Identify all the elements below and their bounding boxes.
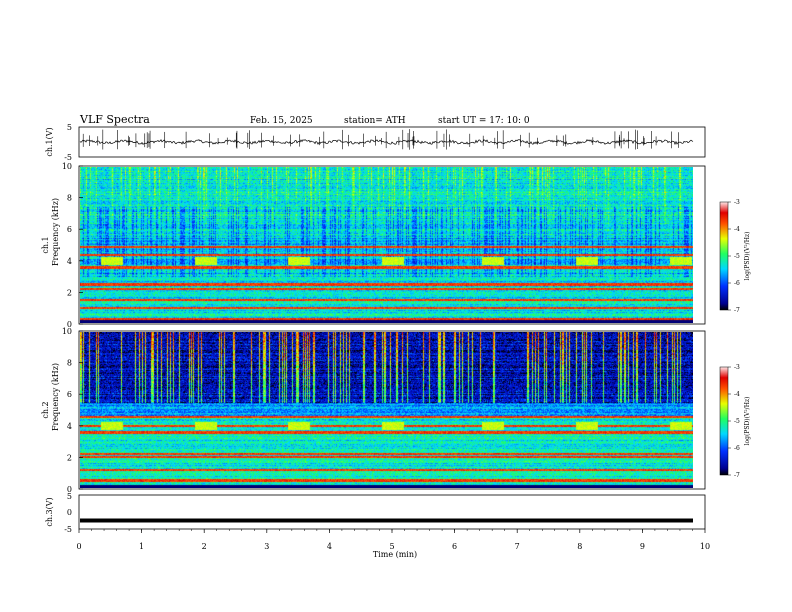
ch2-colorbar-label: log(PSD)(V²/Hz): [744, 397, 751, 446]
ch2-spectrogram-ylabel-line2: Frequency (kHz): [51, 363, 60, 431]
ytick-label: 4: [67, 257, 72, 266]
ch3-waveform-panel: 5 0 -5 ch.3(V): [45, 492, 706, 534]
ytick-label: 8: [67, 194, 72, 203]
ytick-label: 6: [67, 390, 72, 399]
ch1-colorbar: -3 -4 -5 -6 -7 log(PSD)(V²/Hz): [719, 199, 751, 314]
time-axis-label: Time (min): [373, 550, 417, 559]
ch2-spectrogram-ylabel-line1: ch.2: [41, 401, 50, 418]
ch2-spectrogram-image: [80, 332, 693, 488]
ch1-ytick-bottom: -5: [64, 153, 72, 162]
station-label: station= ATH: [344, 116, 406, 126]
colorbar-tick-label: -6: [734, 280, 740, 287]
ytick-label: 0: [67, 320, 72, 329]
colorbar-tick-label: -5: [734, 253, 740, 260]
xtick-label: 9: [640, 542, 645, 551]
xtick-label: 7: [515, 542, 520, 551]
colorbar-tick-label: -3: [734, 199, 740, 206]
ch3-waveform-ylabel: ch.3(V): [45, 497, 54, 526]
ch2-spectrogram-yticks: 0 2 4 6 8 10: [62, 327, 83, 494]
xtick-label: 1: [139, 542, 144, 551]
ytick-label: 8: [67, 359, 72, 368]
ch1-waveform-trace: [79, 139, 694, 146]
ytick-label: 6: [67, 225, 72, 234]
colorbar-tick-label: -3: [734, 364, 740, 371]
xtick-label: 2: [202, 542, 207, 551]
ytick-label: 2: [67, 288, 72, 297]
colorbar-tick-label: -7: [734, 472, 740, 479]
ch2-colorbar: -3 -4 -5 -6 -7 log(PSD)(V²/Hz): [719, 364, 751, 479]
ch3-ytick-bottom: -5: [64, 525, 72, 534]
ch1-spectrogram-panel: 0 2 4 6 8 10 ch.1 Frequency (kHz): [41, 162, 706, 329]
ch2-colorbar-ticks: -3 -4 -5 -6 -7: [728, 364, 740, 479]
xtick-label: 6: [452, 542, 457, 551]
start-time-label: start UT = 17: 10: 0: [438, 116, 530, 126]
colorbar-tick-label: -4: [734, 391, 740, 398]
ch1-spectrogram-image: [80, 167, 693, 323]
xtick-label: 3: [264, 542, 269, 551]
ch1-colorbar-label: log(PSD)(V²/Hz): [744, 232, 751, 281]
ch1-spectrogram-ylabel-line1: ch.1: [41, 236, 50, 253]
date-label: Feb. 15, 2025: [250, 116, 313, 126]
colorbar-tick-label: -5: [734, 418, 740, 425]
ch1-waveform-ylabel: ch.1(V): [45, 127, 54, 156]
ytick-label: 10: [62, 327, 72, 336]
xtick-label: 5: [389, 542, 394, 551]
ch1-waveform-spikes: [82, 129, 679, 150]
colorbar-tick-label: -6: [734, 445, 740, 452]
xtick-label: 10: [700, 542, 710, 551]
ch2-spectrogram-frame: [78, 330, 706, 490]
ch1-ytick-top: 5: [67, 123, 72, 132]
ytick-label: 4: [67, 422, 72, 431]
ch2-colorbar-bar: [719, 366, 729, 476]
ch1-waveform-frame: [78, 126, 706, 158]
colorbar-tick-label: -4: [734, 226, 740, 233]
ch1-waveform-panel: 5 -5 ch.1(V): [45, 123, 706, 162]
ytick-label: 2: [67, 453, 72, 462]
figure-title: VLF Spectra: [79, 113, 150, 126]
xtick-label: 0: [76, 542, 81, 551]
ch1-colorbar-ticks: -3 -4 -5 -6 -7: [728, 199, 740, 314]
xtick-label: 8: [577, 542, 582, 551]
ch3-ytick-mid: 0: [67, 508, 72, 517]
ytick-label: 10: [62, 162, 72, 171]
ch1-colorbar-bar: [719, 201, 729, 311]
ch1-spectrogram-yticks: 0 2 4 6 8 10: [62, 162, 83, 329]
ytick-label: 0: [67, 485, 72, 494]
xtick-label: 4: [327, 542, 332, 551]
ch1-spectrogram-frame: [78, 165, 706, 325]
ch3-ytick-top: 5: [67, 492, 72, 501]
ch2-spectrogram-panel: 0 2 4 6 8 10 ch.2 Frequency (kHz): [41, 327, 706, 494]
time-axis: 0 1 2 3 4 5 6 7 8 9 10: [76, 529, 710, 551]
ch3-waveform-frame: [78, 494, 706, 530]
colorbar-tick-label: -7: [734, 307, 740, 314]
ch1-spectrogram-ylabel-line2: Frequency (kHz): [51, 198, 60, 266]
